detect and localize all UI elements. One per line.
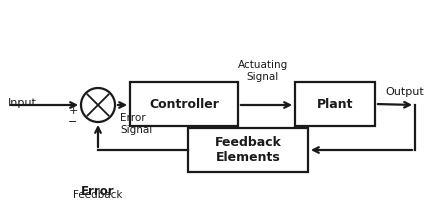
Text: Actuating
Signal: Actuating Signal	[238, 60, 288, 82]
Text: Feedback
Elements: Feedback Elements	[214, 136, 282, 164]
Bar	[295, 82, 375, 126]
Text: Controller: Controller	[149, 98, 219, 110]
Text: Feedback
Signal: Feedback Signal	[73, 190, 123, 200]
Text: Error
Signal: Error Signal	[120, 113, 152, 135]
Text: Plant: Plant	[317, 98, 353, 110]
Circle shape	[81, 88, 115, 122]
Text: Output: Output	[385, 87, 424, 97]
Text: Input: Input	[8, 98, 37, 108]
Bar	[188, 128, 308, 172]
Text: +: +	[68, 106, 78, 116]
Bar	[130, 82, 238, 126]
Text: −: −	[68, 117, 78, 127]
Text: Error
Detector: Error Detector	[69, 185, 127, 200]
